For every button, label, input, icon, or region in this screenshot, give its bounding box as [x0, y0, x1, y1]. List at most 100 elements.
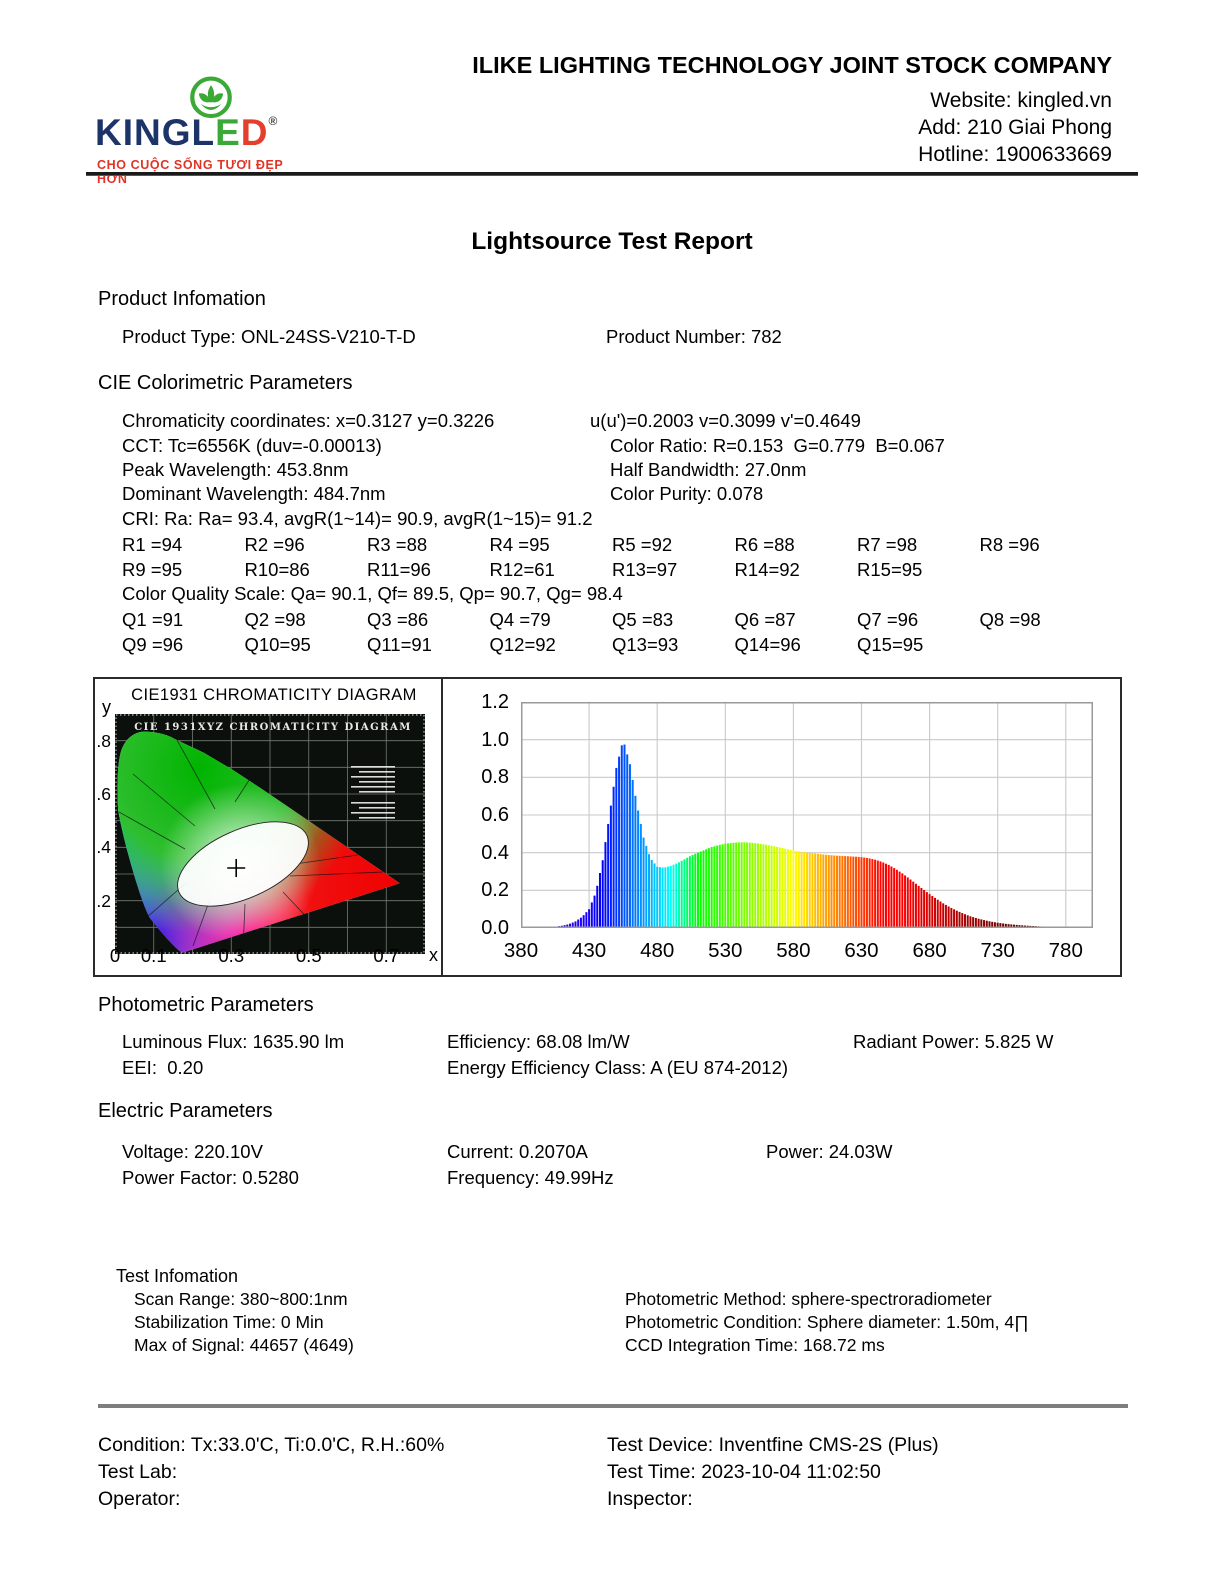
cqs-q-value: Q2 =98: [244, 609, 306, 630]
inspector: Inspector:: [607, 1488, 693, 1510]
test-info-heading: Test Infomation: [116, 1266, 239, 1286]
luminous-flux: Luminous Flux: 1635.90 lm: [122, 1031, 345, 1052]
radiant-power: Radiant Power: 5.825 W: [853, 1031, 1054, 1052]
test-condition: Condition: Tx:33.0'C, Ti:0.0'C, R.H.:60%: [98, 1434, 445, 1456]
cie-x-tick: 0.1: [140, 945, 167, 966]
operator: Operator:: [98, 1488, 181, 1510]
cct-value: CCT: Tc=6556K (duv=-0.00013): [122, 435, 382, 456]
cri-r-values-row1: R1 =94 R2 =96 R3 =88 R4 =95 R5 =92 R6 =88 R7 =…: [122, 534, 1224, 560]
spd-x-tick: 380: [503, 939, 539, 962]
cqs-q-value: Q6 =87: [734, 609, 796, 630]
spd-x-tick: 630: [844, 939, 879, 962]
electric-row2: Power Factor: 0.5280 Frequency: 49.99Hz: [0, 1167, 1224, 1193]
power-factor: Power Factor: 0.5280: [122, 1167, 299, 1188]
cie-y-tick: .4: [96, 837, 111, 858]
cqs-q-value: Q13=93: [612, 634, 679, 655]
company-hotline: Hotline: 1900633669: [918, 143, 1112, 166]
spd-x-tick: 530: [708, 939, 743, 962]
cie-diagram: CIE 1931XYZ CHROMATICITY DIAGRAM: [115, 714, 425, 954]
current: Current: 0.2070A: [447, 1141, 588, 1162]
cie-y-tick: .6: [96, 784, 111, 804]
photometric-row2: EEI: 0.20 Energy Efficiency Class: A (EU…: [0, 1057, 1224, 1083]
cri-r-value: R2 =96: [244, 534, 305, 555]
photometric-heading: Photometric Parameters: [98, 994, 314, 1016]
stabilization-time: Stabilization Time: 0 Min: [134, 1312, 324, 1332]
cqs-q-value: Q15=95: [857, 634, 924, 655]
cie-x-tick: 0: [109, 945, 121, 966]
spd-y-tick: 0.8: [481, 766, 509, 789]
energy-efficiency-class: Energy Efficiency Class: A (EU 874-2012): [447, 1057, 789, 1078]
spd-x-tick: 580: [776, 939, 811, 962]
cie-row-peak: Peak Wavelength: 453.8nm Half Bandwidth:…: [0, 459, 1224, 485]
registered-mark: ®: [268, 114, 279, 128]
cqs-line: Color Quality Scale: Qa= 90.1, Qf= 89.5,…: [0, 583, 1224, 609]
spd-y-tick: 1.2: [481, 691, 509, 713]
product-type: Product Type: ONL-24SS-V210-T-D: [122, 326, 416, 347]
product-info-row: Product Type: ONL-24SS-V210-T-D Product …: [0, 326, 1224, 352]
cqs-q-value: Q4 =79: [489, 609, 551, 630]
cie-tick-border: [115, 714, 425, 954]
header-divider: [86, 172, 1138, 176]
photometric-condition: Photometric Condition: Sphere diameter: …: [625, 1312, 1029, 1332]
photometric-method: Photometric Method: sphere-spectroradiom…: [625, 1289, 992, 1309]
product-info-heading: Product Infomation: [98, 288, 266, 310]
cie-y-tick: .2: [96, 890, 111, 911]
cie-chart-title: CIE1931 CHROMATICITY DIAGRAM: [131, 686, 417, 704]
cie-row-dominant: Dominant Wavelength: 484.7nm Color Purit…: [0, 483, 1224, 509]
test-time: Test Time: 2023-10-04 11:02:50: [607, 1461, 881, 1483]
cie-row-chromaticity: Chromaticity coordinates: x=0.3127 y=0.3…: [0, 410, 1224, 436]
cri-r-value: R5 =92: [612, 534, 673, 555]
cie-parameters-heading: CIE Colorimetric Parameters: [98, 372, 353, 394]
kingled-logo: KINGLED® CHO CUỘC SỐNG TƯƠI ĐẸP HƠN: [95, 76, 315, 186]
test-device: Test Device: Inventfine CMS-2S (Plus): [607, 1434, 939, 1456]
cri-r-values-row2: R9 =95 R10=86 R11=96 R12=61 R13=97 R14=92 R15=…: [122, 559, 1224, 585]
product-number: Product Number: 782: [606, 326, 782, 347]
scan-range: Scan Range: 380~800:1nm: [134, 1289, 348, 1309]
chromaticity-coordinates: Chromaticity coordinates: x=0.3127 y=0.3…: [122, 410, 495, 431]
cqs-q-values-row1: Q1 =91 Q2 =98 Q3 =86 Q4 =79 Q5 =83 Q6 =87 Q7 =…: [122, 609, 1224, 635]
cri-r-value: R15=95: [857, 559, 923, 580]
cqs-q-value: Q1 =91: [122, 609, 184, 630]
spd-x-tick: 780: [1048, 939, 1083, 962]
cqs-q-value: Q8 =98: [979, 609, 1041, 630]
lotus-bulb-icon: [190, 76, 232, 119]
half-bandwidth: Half Bandwidth: 27.0nm: [610, 459, 807, 480]
spd-x-tick: 480: [640, 939, 675, 962]
spd-x-tick: 680: [912, 939, 947, 962]
cri-r-value: R10=86: [244, 559, 310, 580]
cqs-summary: Color Quality Scale: Qa= 90.1, Qf= 89.5,…: [122, 583, 623, 604]
cie-y-axis-label: y: [102, 697, 111, 717]
cri-r-value: R8 =96: [979, 534, 1040, 555]
cqs-q-value: Q3 =86: [367, 609, 429, 630]
cie-point-marker: [227, 859, 246, 877]
spd-y-tick: 0.0: [481, 917, 509, 939]
company-contact-block: ILIKE LIGHTING TECHNOLOGY JOINT STOCK CO…: [472, 52, 1112, 168]
cie-row-cct: CCT: Tc=6556K (duv=-0.00013) Color Ratio…: [0, 435, 1224, 461]
efficiency: Efficiency: 68.08 lm/W: [447, 1031, 630, 1052]
spectrum-panel: 1.2 1.0 0.8 0.6 0.4 0.2 0.0 380 430 480 530 580 630…: [441, 679, 1122, 975]
cri-r-value: R9 =95: [122, 559, 183, 580]
cqs-q-value: Q14=96: [734, 634, 801, 655]
cri-r-value: R14=92: [734, 559, 800, 580]
company-name: ILIKE LIGHTING TECHNOLOGY JOINT STOCK CO…: [472, 52, 1112, 78]
dominant-wavelength: Dominant Wavelength: 484.7nm: [122, 483, 386, 504]
charts-panel: CIE1931 CHROMATICITY DIAGRAM y x: [93, 677, 1122, 977]
voltage: Voltage: 220.10V: [122, 1141, 263, 1162]
ccd-integration-time: CCD Integration Time: 168.72 ms: [625, 1335, 885, 1355]
cie-x-axis-label: x: [429, 945, 438, 965]
cri-r-value: R3 =88: [367, 534, 428, 555]
footer-divider: [98, 1404, 1128, 1408]
eei-value: EEI: 0.20: [122, 1057, 204, 1078]
electric-row1: Voltage: 220.10V Current: 0.2070A Power:…: [0, 1141, 1224, 1167]
color-purity: Color Purity: 0.078: [610, 483, 764, 504]
frequency: Frequency: 49.99Hz: [447, 1167, 614, 1188]
cie-x-tick: 0.5: [295, 945, 322, 966]
cie-legend-marks: [351, 766, 395, 819]
cqs-q-value: Q7 =96: [857, 609, 919, 630]
cri-summary: CRI: Ra: Ra= 93.4, avgR(1~14)= 90.9, avg…: [122, 508, 593, 529]
company-address: Add: 210 Giai Phong: [918, 116, 1112, 139]
test-lab: Test Lab:: [98, 1461, 178, 1483]
color-ratio: Color Ratio: R=0.153 G=0.779 B=0.067: [610, 435, 945, 456]
cri-r-value: R7 =98: [857, 534, 918, 555]
